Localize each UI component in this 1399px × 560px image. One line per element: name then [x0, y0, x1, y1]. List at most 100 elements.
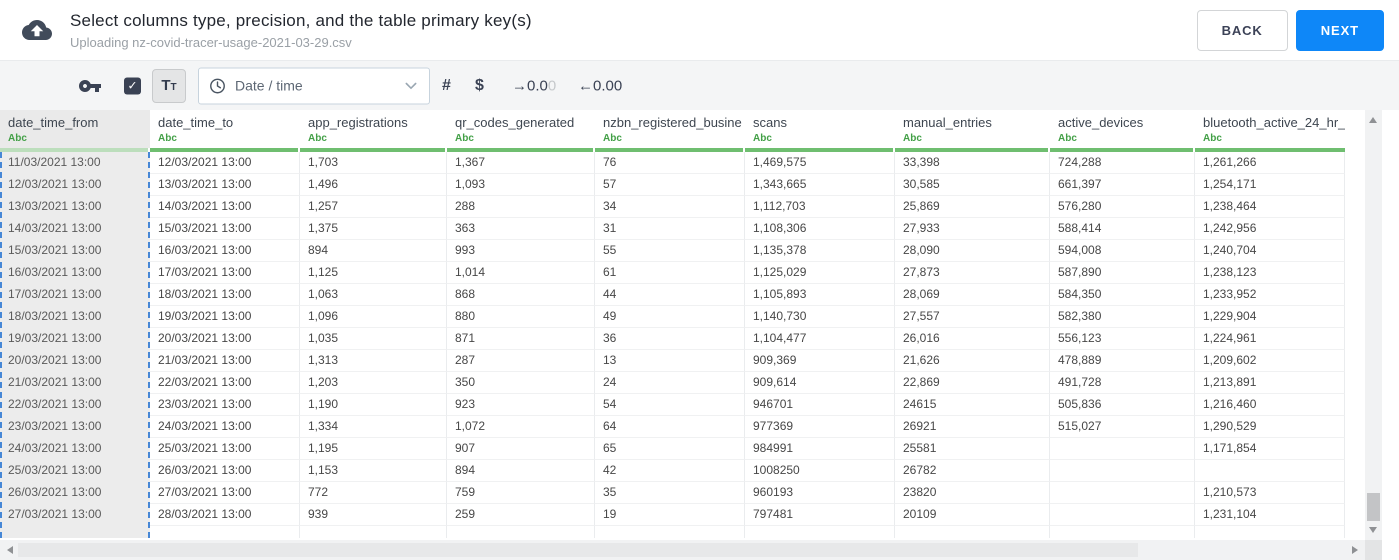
table-cell[interactable]: 64: [595, 416, 745, 438]
table-cell[interactable]: 1,224,961: [1195, 328, 1345, 350]
table-cell[interactable]: 288: [447, 196, 595, 218]
table-cell[interactable]: 907: [447, 438, 595, 460]
table-cell[interactable]: 1,210,573: [1195, 482, 1345, 504]
table-cell[interactable]: 1,257: [300, 196, 447, 218]
table-cell[interactable]: 1,343,665: [745, 174, 895, 196]
table-cell[interactable]: 1,213,891: [1195, 372, 1345, 394]
table-cell[interactable]: 27,557: [895, 306, 1050, 328]
table-cell[interactable]: 909,614: [745, 372, 895, 394]
table-cell[interactable]: 33,398: [895, 152, 1050, 174]
table-cell[interactable]: 27,933: [895, 218, 1050, 240]
table-cell[interactable]: 984991: [745, 438, 895, 460]
table-cell[interactable]: 18/03/2021 13:00: [0, 306, 150, 328]
table-cell[interactable]: 1,209,602: [1195, 350, 1345, 372]
table-cell[interactable]: 1,238,464: [1195, 196, 1345, 218]
table-cell[interactable]: 13: [595, 350, 745, 372]
table-cell[interactable]: 588,414: [1050, 218, 1195, 240]
table-cell[interactable]: 17/03/2021 13:00: [150, 262, 300, 284]
table-cell[interactable]: 19: [595, 504, 745, 526]
table-cell[interactable]: 28,090: [895, 240, 1050, 262]
table-cell[interactable]: 30,585: [895, 174, 1050, 196]
table-cell[interactable]: 26/03/2021 13:00: [150, 460, 300, 482]
decrease-decimals-button[interactable]: →0.00: [512, 77, 556, 94]
table-cell[interactable]: 19/03/2021 13:00: [150, 306, 300, 328]
table-cell[interactable]: 1,195: [300, 438, 447, 460]
include-column-checkbox[interactable]: ✓: [124, 77, 141, 94]
table-cell[interactable]: [595, 526, 745, 538]
column-header-scans[interactable]: scans Abc: [745, 110, 895, 148]
table-cell[interactable]: 25581: [895, 438, 1050, 460]
scroll-down-arrow-icon[interactable]: [1369, 527, 1377, 533]
table-cell[interactable]: 1,229,904: [1195, 306, 1345, 328]
table-cell[interactable]: [1050, 526, 1195, 538]
table-cell[interactable]: 594,008: [1050, 240, 1195, 262]
table-cell[interactable]: 23/03/2021 13:00: [0, 416, 150, 438]
table-cell[interactable]: 797481: [745, 504, 895, 526]
scroll-up-arrow-icon[interactable]: [1369, 117, 1377, 123]
table-cell[interactable]: 13/03/2021 13:00: [0, 196, 150, 218]
table-cell[interactable]: 582,380: [1050, 306, 1195, 328]
table-cell[interactable]: 1,171,854: [1195, 438, 1345, 460]
table-cell[interactable]: 26921: [895, 416, 1050, 438]
table-cell[interactable]: 939: [300, 504, 447, 526]
column-header-app_registrations[interactable]: app_registrations Abc: [300, 110, 447, 148]
table-cell[interactable]: 993: [447, 240, 595, 262]
table-cell[interactable]: 946701: [745, 394, 895, 416]
scroll-left-arrow-icon[interactable]: [7, 546, 13, 554]
table-cell[interactable]: 1,231,104: [1195, 504, 1345, 526]
table-cell[interactable]: 12/03/2021 13:00: [0, 174, 150, 196]
table-cell[interactable]: 20/03/2021 13:00: [150, 328, 300, 350]
table-cell[interactable]: 28/03/2021 13:00: [150, 504, 300, 526]
table-cell[interactable]: 76: [595, 152, 745, 174]
table-cell[interactable]: 363: [447, 218, 595, 240]
table-cell[interactable]: 1,367: [447, 152, 595, 174]
table-cell[interactable]: 576,280: [1050, 196, 1195, 218]
table-cell[interactable]: 1,238,123: [1195, 262, 1345, 284]
scroll-right-arrow-icon[interactable]: [1352, 546, 1358, 554]
column-header-date_time_to[interactable]: date_time_to Abc: [150, 110, 300, 148]
table-cell[interactable]: 894: [447, 460, 595, 482]
table-cell[interactable]: 724,288: [1050, 152, 1195, 174]
table-cell[interactable]: 868: [447, 284, 595, 306]
table-cell[interactable]: 880: [447, 306, 595, 328]
table-cell[interactable]: 587,890: [1050, 262, 1195, 284]
column-header-bluetooth_active_24_hr_[interactable]: bluetooth_active_24_hr_ Abc: [1195, 110, 1345, 148]
column-header-active_devices[interactable]: active_devices Abc: [1050, 110, 1195, 148]
table-cell[interactable]: 1,093: [447, 174, 595, 196]
table-cell[interactable]: 505,836: [1050, 394, 1195, 416]
table-cell[interactable]: 24615: [895, 394, 1050, 416]
table-cell[interactable]: 34: [595, 196, 745, 218]
table-cell[interactable]: 20/03/2021 13:00: [0, 350, 150, 372]
table-cell[interactable]: 26/03/2021 13:00: [0, 482, 150, 504]
table-cell[interactable]: 1,112,703: [745, 196, 895, 218]
vertical-scrollbar[interactable]: [1365, 110, 1382, 540]
table-cell[interactable]: 1,496: [300, 174, 447, 196]
table-cell[interactable]: 1,096: [300, 306, 447, 328]
table-cell[interactable]: 26782: [895, 460, 1050, 482]
table-cell[interactable]: 31: [595, 218, 745, 240]
table-cell[interactable]: 960193: [745, 482, 895, 504]
column-header-nzbn_registered_busine[interactable]: nzbn_registered_busine Abc: [595, 110, 745, 148]
table-cell[interactable]: [745, 526, 895, 538]
table-cell[interactable]: 923: [447, 394, 595, 416]
table-cell[interactable]: 14/03/2021 13:00: [150, 196, 300, 218]
table-cell[interactable]: 21,626: [895, 350, 1050, 372]
table-cell[interactable]: 12/03/2021 13:00: [150, 152, 300, 174]
column-header-manual_entries[interactable]: manual_entries Abc: [895, 110, 1050, 148]
table-cell[interactable]: 20109: [895, 504, 1050, 526]
table-cell[interactable]: 27/03/2021 13:00: [150, 482, 300, 504]
vertical-scrollbar-thumb[interactable]: [1367, 493, 1380, 521]
table-cell[interactable]: 1,313: [300, 350, 447, 372]
table-cell[interactable]: 65: [595, 438, 745, 460]
table-cell[interactable]: 15/03/2021 13:00: [0, 240, 150, 262]
table-cell[interactable]: [895, 526, 1050, 538]
table-cell[interactable]: 1,104,477: [745, 328, 895, 350]
table-cell[interactable]: 54: [595, 394, 745, 416]
table-cell[interactable]: [447, 526, 595, 538]
table-cell[interactable]: 1,290,529: [1195, 416, 1345, 438]
table-cell[interactable]: 23820: [895, 482, 1050, 504]
table-cell[interactable]: 24/03/2021 13:00: [150, 416, 300, 438]
table-cell[interactable]: 894: [300, 240, 447, 262]
table-cell[interactable]: 1,153: [300, 460, 447, 482]
table-cell[interactable]: 21/03/2021 13:00: [150, 350, 300, 372]
